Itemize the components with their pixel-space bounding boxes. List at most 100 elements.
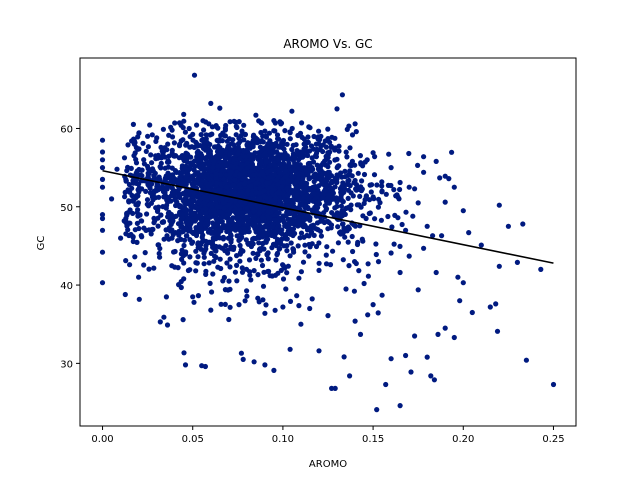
data-point xyxy=(334,211,340,217)
data-point xyxy=(144,197,151,203)
data-point xyxy=(345,239,351,245)
data-point xyxy=(311,133,317,140)
data-point xyxy=(191,198,197,204)
data-point xyxy=(290,232,296,239)
data-point xyxy=(246,257,253,263)
data-point xyxy=(261,188,267,194)
data-point xyxy=(375,204,381,210)
data-point xyxy=(424,354,430,360)
data-point xyxy=(242,298,248,304)
data-point xyxy=(344,154,350,160)
data-point xyxy=(403,227,409,233)
trend-line-layer xyxy=(102,169,554,264)
data-point xyxy=(237,242,243,249)
data-point xyxy=(270,155,276,161)
data-point xyxy=(449,149,455,155)
data-point xyxy=(435,331,441,337)
data-point xyxy=(250,250,256,256)
data-point xyxy=(232,269,238,275)
data-point xyxy=(265,250,271,256)
data-point xyxy=(325,126,331,132)
data-point xyxy=(286,221,292,227)
data-point xyxy=(171,140,177,146)
data-point xyxy=(269,189,275,195)
data-point xyxy=(301,187,307,193)
data-point xyxy=(272,171,278,178)
data-point xyxy=(296,215,302,221)
data-point xyxy=(244,214,250,220)
data-point xyxy=(227,172,233,178)
data-point xyxy=(236,191,243,197)
data-point xyxy=(372,216,378,222)
data-point xyxy=(126,198,132,204)
data-point xyxy=(357,331,364,337)
x-axis-ticks: 0.00 0.05 0.10 0.15 0.20 0.25 xyxy=(91,426,565,445)
data-point xyxy=(360,238,366,244)
data-point xyxy=(209,196,215,203)
plot-frame xyxy=(79,57,577,427)
data-point xyxy=(373,251,379,258)
data-point xyxy=(335,163,342,169)
data-point xyxy=(307,217,313,223)
data-point xyxy=(308,223,314,229)
data-point xyxy=(231,118,237,124)
data-point xyxy=(221,132,227,138)
data-point xyxy=(312,184,318,190)
data-point xyxy=(292,155,298,161)
data-point xyxy=(204,197,210,203)
data-point xyxy=(234,278,240,284)
data-point xyxy=(164,185,170,191)
data-point xyxy=(218,301,224,307)
data-point xyxy=(365,312,371,318)
data-point xyxy=(257,144,263,150)
data-point xyxy=(130,180,136,186)
data-point xyxy=(232,177,238,183)
data-point xyxy=(210,207,217,213)
data-point xyxy=(338,229,344,235)
data-point xyxy=(172,264,178,270)
x-tick-label: 0.10 xyxy=(272,434,294,445)
data-point xyxy=(334,179,340,185)
data-point xyxy=(275,181,281,187)
data-point xyxy=(332,205,338,211)
data-point xyxy=(301,217,307,224)
data-point xyxy=(280,276,287,282)
data-point xyxy=(182,129,188,135)
data-point xyxy=(201,174,207,180)
data-point xyxy=(361,280,367,287)
y-tick-label: 60 xyxy=(60,124,73,135)
data-point xyxy=(316,267,322,273)
data-point xyxy=(184,159,190,165)
data-point xyxy=(121,218,127,224)
data-point xyxy=(224,184,230,190)
data-point xyxy=(307,305,313,312)
data-point xyxy=(245,222,251,228)
data-point xyxy=(277,239,283,245)
data-point xyxy=(211,144,218,150)
data-point xyxy=(309,296,315,302)
data-point xyxy=(260,297,266,303)
data-point xyxy=(307,148,313,154)
data-point xyxy=(383,381,389,388)
data-point xyxy=(316,167,322,173)
data-point xyxy=(312,172,318,178)
data-point xyxy=(182,200,188,206)
data-point xyxy=(135,200,141,206)
data-point xyxy=(134,210,140,216)
data-point xyxy=(146,266,152,272)
data-point xyxy=(159,154,165,160)
data-point xyxy=(280,304,286,310)
data-point xyxy=(143,148,149,154)
data-point xyxy=(272,307,278,313)
data-point xyxy=(190,137,196,143)
data-point xyxy=(205,175,211,181)
data-point xyxy=(466,230,472,236)
data-point xyxy=(136,130,142,136)
data-point xyxy=(134,220,140,226)
data-point xyxy=(165,141,171,147)
data-point xyxy=(460,208,466,214)
data-point xyxy=(256,190,263,196)
data-point xyxy=(324,244,330,250)
data-point xyxy=(151,215,157,221)
data-point xyxy=(430,233,436,239)
